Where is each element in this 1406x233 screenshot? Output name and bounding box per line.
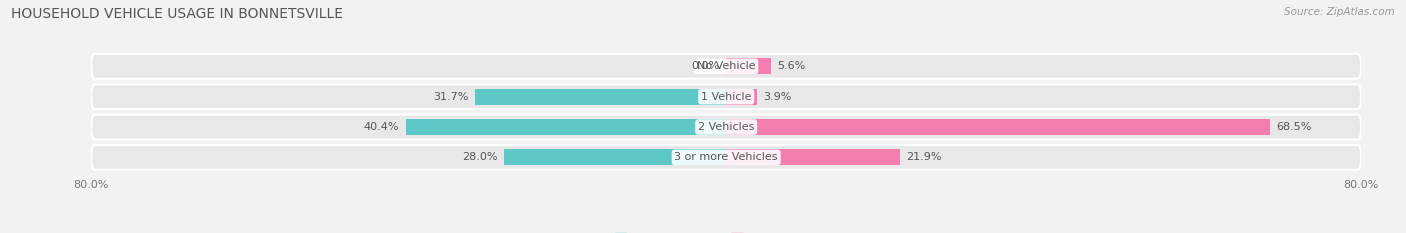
- Text: 3 or more Vehicles: 3 or more Vehicles: [675, 152, 778, 162]
- Text: 31.7%: 31.7%: [433, 92, 468, 102]
- Bar: [475, 89, 725, 105]
- FancyBboxPatch shape: [91, 54, 1361, 79]
- Text: 68.5%: 68.5%: [1277, 122, 1312, 132]
- Text: Source: ZipAtlas.com: Source: ZipAtlas.com: [1284, 7, 1395, 17]
- Text: 40.4%: 40.4%: [364, 122, 399, 132]
- Legend: Owner-occupied, Renter-occupied: Owner-occupied, Renter-occupied: [610, 228, 842, 233]
- Text: HOUSEHOLD VEHICLE USAGE IN BONNETSVILLE: HOUSEHOLD VEHICLE USAGE IN BONNETSVILLE: [11, 7, 343, 21]
- Text: 2 Vehicles: 2 Vehicles: [697, 122, 755, 132]
- FancyBboxPatch shape: [91, 115, 1361, 140]
- Bar: [725, 89, 758, 105]
- FancyBboxPatch shape: [91, 84, 1361, 109]
- Text: 3.9%: 3.9%: [763, 92, 792, 102]
- Text: 5.6%: 5.6%: [778, 61, 806, 71]
- Bar: [725, 149, 900, 165]
- Bar: [503, 149, 725, 165]
- Bar: [405, 119, 725, 135]
- FancyBboxPatch shape: [91, 145, 1361, 170]
- Text: 1 Vehicle: 1 Vehicle: [702, 92, 751, 102]
- Text: 21.9%: 21.9%: [907, 152, 942, 162]
- Text: No Vehicle: No Vehicle: [697, 61, 755, 71]
- Text: 0.0%: 0.0%: [692, 61, 720, 71]
- Bar: [725, 58, 770, 74]
- Bar: [725, 119, 1270, 135]
- Text: 28.0%: 28.0%: [463, 152, 498, 162]
